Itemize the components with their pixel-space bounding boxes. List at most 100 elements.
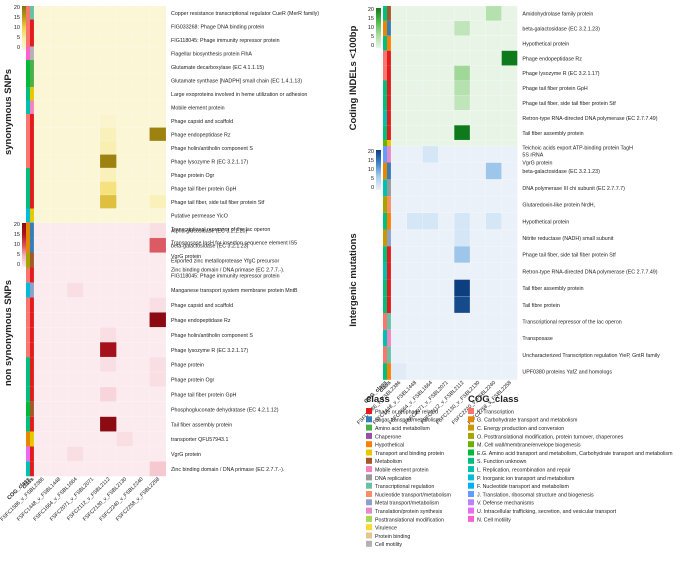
heatmap-cell: [99, 342, 117, 358]
heatmap-cell: [99, 461, 117, 477]
heatmap-cell: [406, 5, 423, 22]
heatmap-cell: [406, 329, 423, 347]
legend-swatch: [366, 507, 372, 514]
class-cell: [387, 162, 391, 180]
legend-label: Metal transport/metabolism: [375, 501, 439, 507]
heatmap-cell: [50, 312, 68, 328]
row-label: Phage tail fiber protein GpH: [171, 392, 237, 398]
legend-swatch: [468, 482, 474, 489]
cog-class-cell: [383, 65, 387, 81]
heatmap-cell: [83, 32, 101, 47]
heatmap-cell: [501, 245, 518, 264]
color-scale-tick: 5: [17, 252, 20, 258]
heatmap-cell: [66, 297, 84, 313]
class-cell: [30, 431, 34, 447]
class-cell: [387, 35, 391, 51]
class-cell: [387, 279, 391, 297]
heatmap-cell: [50, 446, 68, 462]
color-scale-tick: 15: [14, 15, 20, 21]
row-label: Phage tail fiber protein GpH: [522, 86, 588, 92]
cog-class-cell: [26, 401, 30, 417]
heatmap-cell: [149, 431, 167, 447]
heatmap-cell: [66, 252, 84, 268]
heatmap-cell: [149, 5, 167, 20]
heatmap-cell: [99, 181, 117, 196]
row-label: Phage lysozyme R (EC 3.2.1.17): [171, 348, 248, 354]
class-cell: [30, 223, 34, 238]
legend-label: V. Defense mechanisms: [477, 501, 534, 507]
heatmap-cell: [50, 356, 68, 373]
legend-swatch: [366, 424, 372, 431]
heatmap-cell: [83, 312, 101, 328]
heatmap-cell: [485, 95, 502, 111]
color-scale-tick: 15: [14, 232, 20, 238]
heatmap-cell: [66, 222, 84, 239]
heatmap-cell: [132, 5, 150, 20]
class-cell: [30, 372, 34, 387]
heatmap-cell: [83, 267, 101, 283]
heatmap-cell: [66, 113, 84, 128]
heatmap-cell: [390, 145, 408, 163]
row-label: VgrG protein: [171, 452, 201, 458]
heatmap-cell: [83, 282, 101, 298]
heatmap-cell: [149, 252, 167, 268]
heatmap-cell: [438, 50, 455, 66]
color-scale-tick: 0: [17, 45, 20, 51]
heatmap-cell: [116, 371, 134, 388]
heatmap-cell: [501, 124, 518, 141]
cog-class-cell: [26, 386, 30, 402]
heatmap-cell: [99, 194, 117, 209]
heatmap-cell: [132, 19, 150, 34]
color-scale-tick: 5: [371, 34, 374, 40]
panel-indel: Coding INDELs <100bp 20 15 10 5 0 Amidohydrola…: [348, 5, 658, 171]
heatmap-cell: [454, 35, 471, 51]
heatmap-cell: [132, 312, 150, 328]
heatmap-cell: [149, 356, 167, 373]
cog-class-cell: [26, 357, 30, 372]
heatmap-cell: [99, 167, 117, 182]
heatmap-cell: [99, 73, 117, 88]
heatmap-cell: [33, 5, 51, 20]
heatmap-cell: [50, 386, 68, 402]
heatmap-cell: [406, 346, 423, 364]
cog-class-cell: [26, 208, 30, 222]
color-scale-tick: 15: [368, 16, 374, 22]
heatmap-cell: [390, 5, 408, 22]
legend-swatch: [366, 532, 372, 539]
heatmap-cell: [132, 356, 150, 373]
heatmap-cell: [132, 371, 150, 388]
heatmap-cell: [116, 140, 134, 155]
heatmap-cell: [116, 386, 134, 402]
cog-class-cell: [383, 20, 387, 36]
color-scale-bar: [22, 6, 27, 50]
legend-label: Protein binding: [375, 534, 410, 540]
heatmap-cell: [485, 145, 502, 163]
cog-class-cell: [383, 80, 387, 96]
heatmap-cell: [83, 461, 101, 477]
cog-class-cell: [26, 237, 30, 253]
heatmap-cell: [469, 35, 487, 51]
heatmap-cell: [66, 100, 84, 115]
heatmap-cell: [469, 262, 487, 280]
heatmap-cell: [454, 296, 471, 314]
row-label: Nitrite reductase (NADH) small subunit: [522, 236, 613, 242]
heatmap-cell: [149, 19, 167, 34]
legend-label: C. Energy production and conversion: [477, 426, 564, 432]
class-cell: [30, 401, 34, 417]
heatmap-cell: [116, 127, 134, 142]
row-label: transporter QFU57943.1: [171, 437, 228, 443]
legend-swatch: [468, 449, 474, 456]
heatmap-cell: [406, 80, 423, 96]
heatmap-cell: [116, 167, 134, 182]
panel-title: Coding INDELs <100bp: [348, 25, 359, 130]
heatmap-cell: [99, 46, 117, 61]
heatmap-cell: [501, 162, 518, 180]
row-label: Retron-type RNA-directed DNA polymerase …: [522, 116, 657, 122]
heatmap-cell: [83, 237, 101, 253]
heatmap-cell: [33, 401, 51, 417]
heatmap-cell: [99, 113, 117, 128]
legend-swatch: [366, 491, 372, 497]
panel-title: synonymous SNPs: [3, 69, 14, 155]
